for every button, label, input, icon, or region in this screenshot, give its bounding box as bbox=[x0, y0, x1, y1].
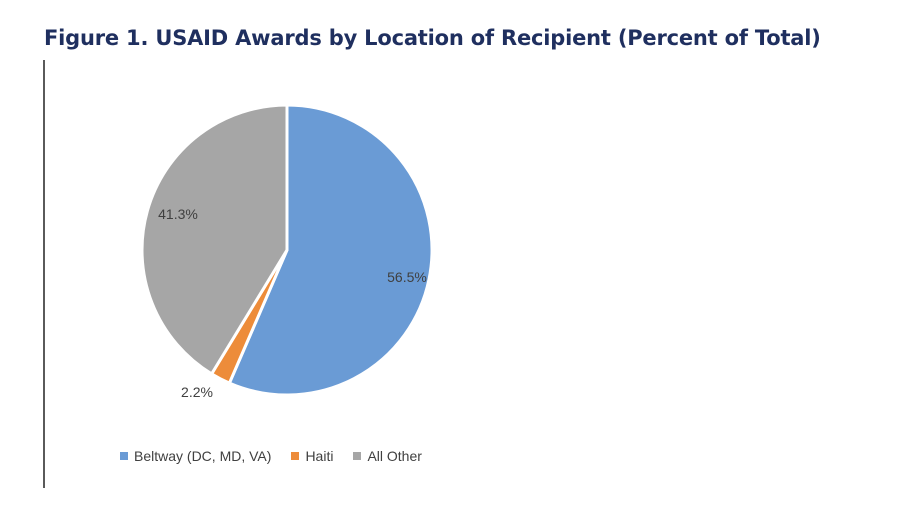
left-rule-divider bbox=[43, 60, 45, 488]
legend-swatch bbox=[353, 452, 362, 460]
data-label-beltway-dc-md-va: 56.5% bbox=[387, 269, 427, 285]
legend-item-all-other: All Other bbox=[353, 448, 422, 464]
figure-title: Figure 1. USAID Awards by Location of Re… bbox=[44, 26, 821, 50]
chart-legend: Beltway (DC, MD, VA) Haiti All Other bbox=[120, 448, 422, 464]
pie-slice-labels: 56.5% 2.2% 41.3% bbox=[158, 206, 427, 400]
pie-slices bbox=[140, 103, 434, 397]
data-label-all-other: 41.3% bbox=[158, 206, 198, 222]
data-label-haiti: 2.2% bbox=[181, 384, 213, 400]
legend-label: Haiti bbox=[305, 448, 334, 464]
legend-swatch bbox=[291, 452, 300, 460]
legend-item-beltway-dc-md-va: Beltway (DC, MD, VA) bbox=[120, 448, 271, 464]
legend-swatch bbox=[120, 452, 128, 460]
legend-item-haiti: Haiti bbox=[291, 448, 333, 464]
legend-label: All Other bbox=[367, 448, 422, 464]
pie-slice-beltway-dc-md-va bbox=[227, 103, 434, 397]
legend-label: Beltway (DC, MD, VA) bbox=[134, 448, 272, 464]
pie-slice-all-other bbox=[140, 103, 289, 376]
